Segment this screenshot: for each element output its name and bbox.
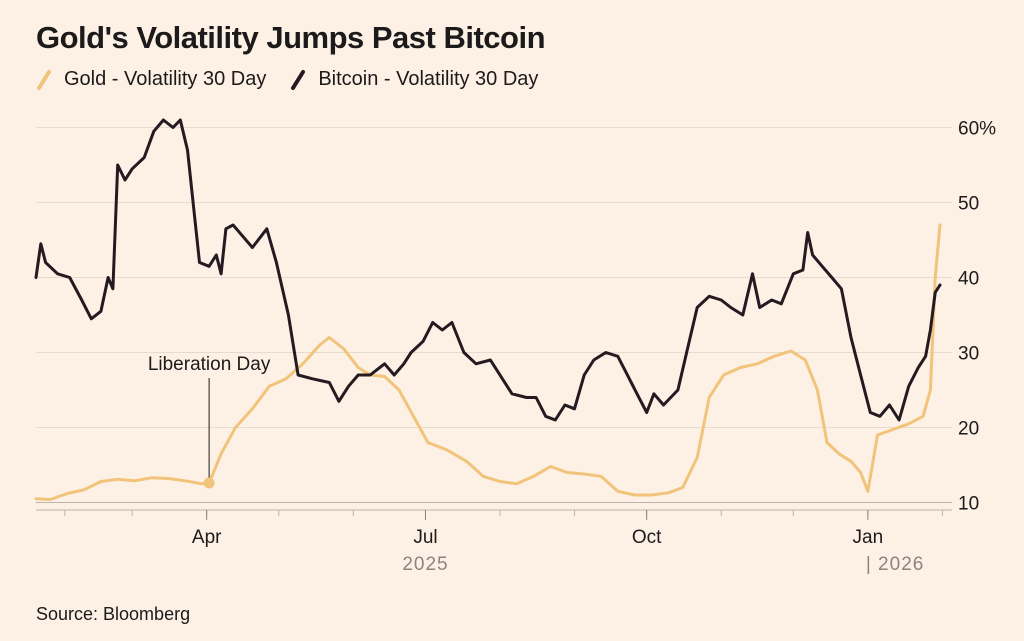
y-tick-label: 30 [958, 344, 979, 365]
legend-swatch-bitcoin [290, 69, 306, 91]
x-year-label: | 2026 [866, 554, 924, 575]
x-tick-label: Jul [413, 527, 437, 548]
x-tick-label: Apr [192, 527, 222, 548]
y-tick-label: 40 [958, 269, 979, 290]
chart-title: Gold's Volatility Jumps Past Bitcoin [36, 20, 546, 55]
series-line-bitcoin [34, 118, 942, 422]
y-tick-label: 50 [958, 194, 979, 215]
legend-item-gold: Gold - Volatility 30 Day [36, 68, 266, 91]
x-tick-label: Jan [853, 527, 884, 548]
x-year-label: 2025 [402, 554, 448, 575]
annotation-marker [203, 477, 215, 489]
annotation-label: Liberation Day [148, 354, 271, 375]
legend-item-bitcoin: Bitcoin - Volatility 30 Day [290, 68, 538, 91]
y-tick-label: 60% [958, 119, 996, 140]
chart-legend: Gold - Volatility 30 Day Bitcoin - Volat… [36, 68, 562, 91]
y-tick-label: 20 [958, 419, 979, 440]
x-tick-label: Oct [632, 527, 662, 548]
legend-label-gold: Gold - Volatility 30 Day [64, 68, 267, 90]
legend-swatch-gold [36, 69, 52, 91]
y-tick-label: 10 [958, 494, 979, 515]
legend-label-bitcoin: Bitcoin - Volatility 30 Day [318, 68, 539, 90]
source-note: Source: Bloomberg [36, 604, 191, 624]
